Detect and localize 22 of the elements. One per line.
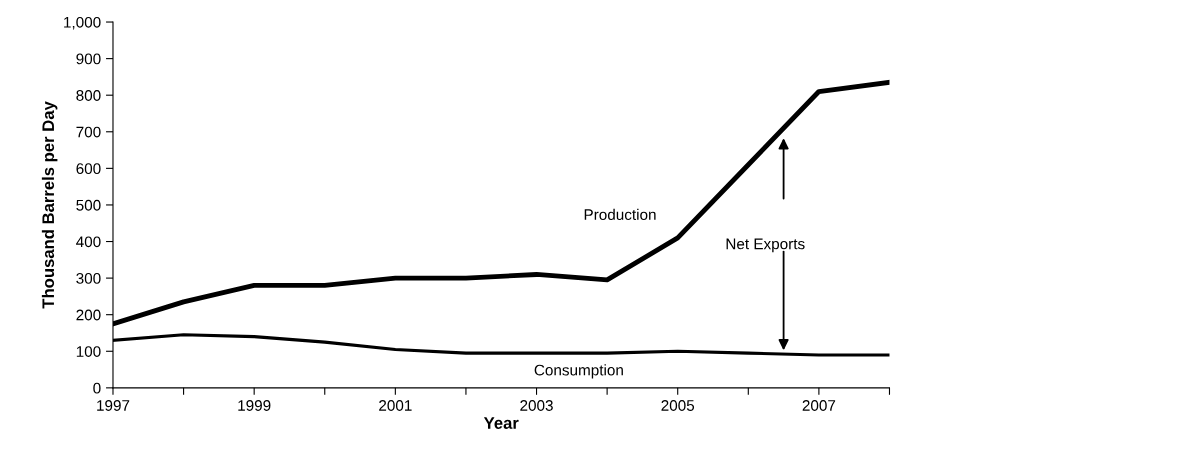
x-tick-label: 2001 (379, 400, 412, 411)
x-tick-label: 2003 (520, 400, 553, 411)
y-tick-label: 1,000 (64, 16, 101, 30)
x-tick-label: 2005 (661, 400, 695, 411)
y-tick-label: 300 (76, 272, 101, 284)
y-tick-label: 400 (76, 236, 101, 248)
annotation: Net Exports (726, 238, 805, 253)
series-label: Consumption (534, 364, 623, 379)
x-tick-label: 1999 (238, 400, 271, 411)
y-tick-label: 900 (76, 53, 101, 65)
y-tick-label: 0 (93, 382, 101, 394)
x-tick-label: 2007 (802, 400, 836, 411)
y-tick-label: 100 (76, 346, 101, 357)
y-tick-label: 500 (76, 199, 101, 211)
series-label: Production (584, 208, 656, 221)
y-tick-label: 200 (76, 309, 101, 321)
y-tick-label: 700 (76, 126, 101, 138)
x-axis-title: Year (483, 417, 519, 429)
x-tick-label: 1997 (97, 400, 130, 411)
y-axis-title: Thousand Barrels per Day (41, 101, 58, 309)
y-tick-label: 600 (76, 163, 101, 175)
y-tick-label: 800 (76, 90, 101, 101)
